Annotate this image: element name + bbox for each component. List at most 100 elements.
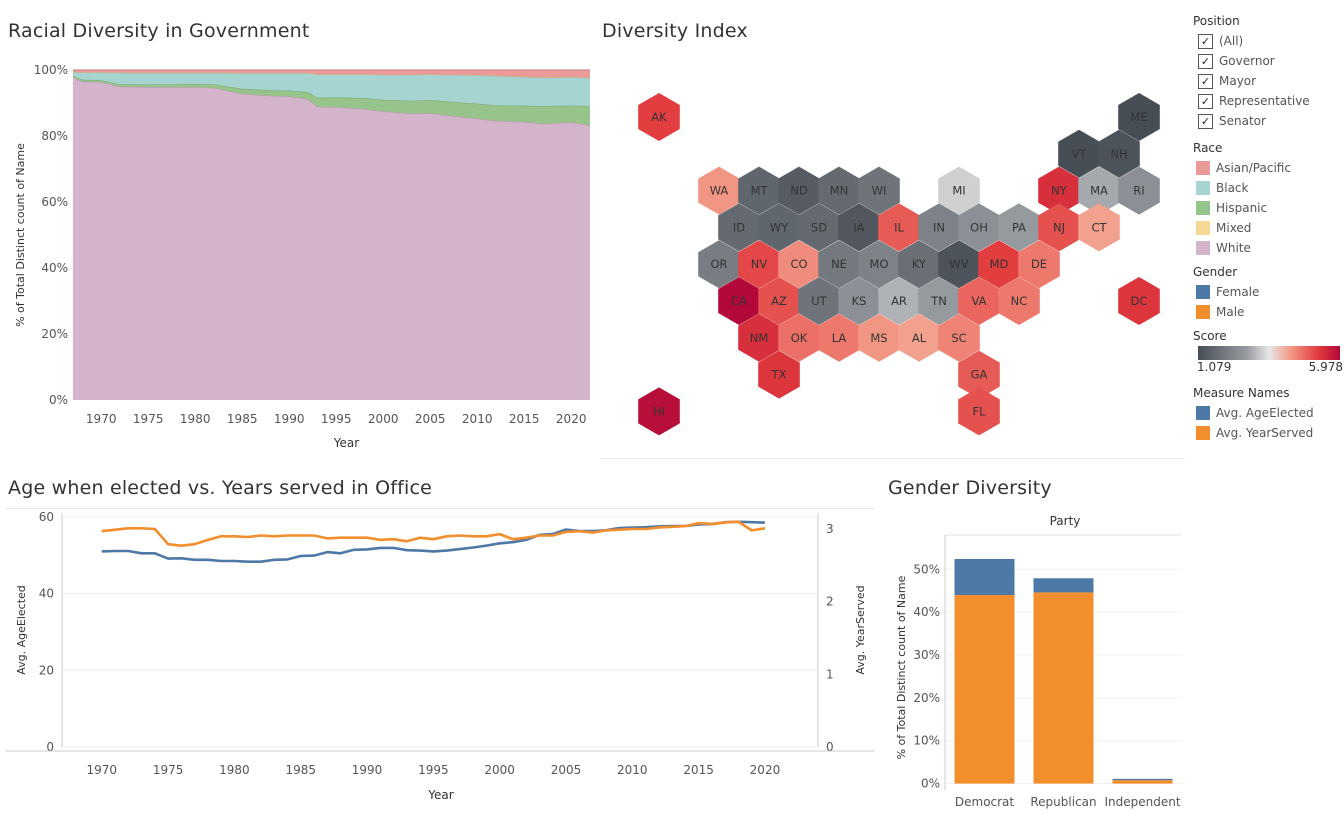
state-hex-oh[interactable] — [958, 203, 1000, 252]
state-hex-sd[interactable] — [798, 203, 840, 252]
state-hex-wi[interactable] — [858, 166, 900, 215]
state-hex-il[interactable] — [878, 203, 920, 252]
state-label: WV — [949, 257, 968, 271]
state-hex-nv[interactable] — [738, 240, 780, 289]
measure-legend-item[interactable]: Avg. YearServed — [1193, 423, 1343, 443]
state-hex-mi[interactable] — [938, 166, 980, 215]
x-tick-label: 2000 — [484, 763, 515, 777]
gender-diversity-bar-chart[interactable]: Party 0% 10% 20% 30% 40% 50% % of Total Distinc… — [885, 505, 1190, 817]
bar-female-independent[interactable] — [1112, 778, 1173, 781]
state-hex-nh[interactable] — [1098, 129, 1140, 178]
state-hex-md[interactable] — [978, 240, 1020, 289]
position-option-senator[interactable]: ✓ Senator — [1193, 111, 1343, 131]
state-hex-nm[interactable] — [738, 313, 780, 362]
state-hex-ks[interactable] — [838, 277, 880, 325]
state-hex-nd[interactable] — [778, 166, 820, 215]
state-hex-ma[interactable] — [1078, 166, 1120, 215]
gender-legend-item[interactable]: Female — [1193, 282, 1343, 302]
state-hex-ky[interactable] — [898, 240, 940, 289]
state-hex-ok[interactable] — [778, 313, 820, 362]
race-legend-item[interactable]: Mixed — [1193, 218, 1343, 238]
checkbox-checked-icon[interactable]: ✓ — [1198, 33, 1213, 49]
state-hex-de[interactable] — [1018, 240, 1060, 289]
bar-female-republican[interactable] — [1033, 578, 1094, 593]
x-axis-title: Year — [427, 788, 453, 802]
state-hex-ga[interactable] — [958, 350, 1000, 399]
bar-male-independent[interactable] — [1112, 780, 1173, 784]
state-hex-ut[interactable] — [798, 277, 840, 325]
state-hex-vt[interactable] — [1058, 129, 1100, 178]
state-hex-tx[interactable] — [758, 350, 800, 399]
x-axis-title: Year — [333, 436, 359, 450]
state-hex-or[interactable] — [698, 240, 740, 289]
state-hex-ny[interactable] — [1038, 166, 1080, 215]
color-swatch — [1196, 305, 1210, 319]
color-swatch — [1196, 241, 1210, 255]
checkbox-checked-icon[interactable]: ✓ — [1198, 93, 1213, 109]
state-hex-nc[interactable] — [998, 277, 1040, 325]
state-hex-va[interactable] — [958, 277, 1000, 325]
bar-male-democrat[interactable] — [954, 595, 1015, 784]
race-legend-item[interactable]: Asian/Pacific — [1193, 158, 1343, 178]
state-hex-la[interactable] — [818, 313, 860, 362]
state-label: MD — [990, 257, 1009, 271]
race-legend-item[interactable]: White — [1193, 238, 1343, 258]
state-hex-ms[interactable] — [858, 313, 900, 362]
state-hex-ri[interactable] — [1118, 166, 1160, 215]
state-hex-wv[interactable] — [938, 240, 980, 289]
position-option-mayor[interactable]: ✓ Mayor — [1193, 71, 1343, 91]
state-hex-mo[interactable] — [858, 240, 900, 289]
diversity-index-hex-map[interactable]: AK ME VT NH WA MT ND MN WI MI NY MA RI ID WY SD IA IL IN OH… — [600, 50, 1190, 455]
state-hex-sc[interactable] — [938, 313, 980, 362]
state-hex-ne[interactable] — [818, 240, 860, 289]
racial-diversity-area-chart[interactable]: 0% 20% 40% 60% 80% 100% 1970 1975 1980 1985 1990 19… — [0, 50, 600, 460]
state-hex-hi[interactable] — [638, 387, 680, 436]
state-label: WA — [710, 184, 729, 198]
checkbox-checked-icon[interactable]: ✓ — [1198, 53, 1213, 69]
x-category-label: Independent — [1104, 795, 1180, 809]
line-series-ageelected[interactable] — [101, 520, 765, 563]
state-hex-ia[interactable] — [838, 203, 880, 252]
state-hex-az[interactable] — [758, 277, 800, 325]
state-hex-me[interactable] — [1118, 93, 1160, 141]
state-hex-dc[interactable] — [1118, 277, 1160, 325]
gender-legend-item[interactable]: Male — [1193, 302, 1343, 322]
state-hex-mn[interactable] — [818, 166, 860, 215]
state-hex-ca[interactable] — [718, 277, 760, 325]
line-series-yearserved[interactable] — [101, 520, 766, 547]
state-label: LA — [832, 331, 847, 345]
bar-female-democrat[interactable] — [954, 559, 1015, 595]
age-years-line-chart[interactable]: 0 20 40 60 0 1 2 3 1970 1975 1980 1985 1990 1995 2000 2… — [0, 505, 880, 817]
state-label: CT — [1091, 220, 1107, 234]
state-hex-ar[interactable] — [878, 277, 920, 325]
state-hex-tn[interactable] — [918, 277, 960, 325]
checkbox-checked-icon[interactable]: ✓ — [1198, 113, 1213, 129]
measure-legend-item[interactable]: Avg. AgeElected — [1193, 403, 1343, 423]
score-min-label: 1.079 — [1197, 360, 1232, 374]
state-hex-wa[interactable] — [698, 166, 740, 215]
y2-axis-title: Avg. YearServed — [854, 585, 867, 674]
x-tick-label: 2000 — [368, 412, 399, 426]
state-label: RI — [1133, 184, 1144, 198]
state-hex-mt[interactable] — [738, 166, 780, 215]
position-option-governor[interactable]: ✓ Governor — [1193, 51, 1343, 71]
position-option-all[interactable]: ✓ (All) — [1193, 31, 1343, 51]
state-hex-ak[interactable] — [638, 93, 680, 141]
state-hex-id[interactable] — [718, 203, 760, 252]
state-label: SD — [811, 220, 827, 234]
state-hex-nj[interactable] — [1038, 203, 1080, 252]
state-hex-wy[interactable] — [758, 203, 800, 252]
position-option-representative[interactable]: ✓ Representative — [1193, 91, 1343, 111]
state-hex-pa[interactable] — [998, 203, 1040, 252]
state-hex-ct[interactable] — [1078, 203, 1120, 252]
state-hex-in[interactable] — [918, 203, 960, 252]
x-tick-label: 1975 — [133, 412, 164, 426]
bar-male-republican[interactable] — [1033, 592, 1094, 784]
checkbox-checked-icon[interactable]: ✓ — [1198, 73, 1213, 89]
race-legend-item[interactable]: Black — [1193, 178, 1343, 198]
state-hex-co[interactable] — [778, 240, 820, 289]
state-label: MA — [1090, 184, 1108, 198]
state-hex-fl[interactable] — [958, 387, 1000, 436]
race-legend-item[interactable]: Hispanic — [1193, 198, 1343, 218]
state-hex-al[interactable] — [898, 313, 940, 362]
